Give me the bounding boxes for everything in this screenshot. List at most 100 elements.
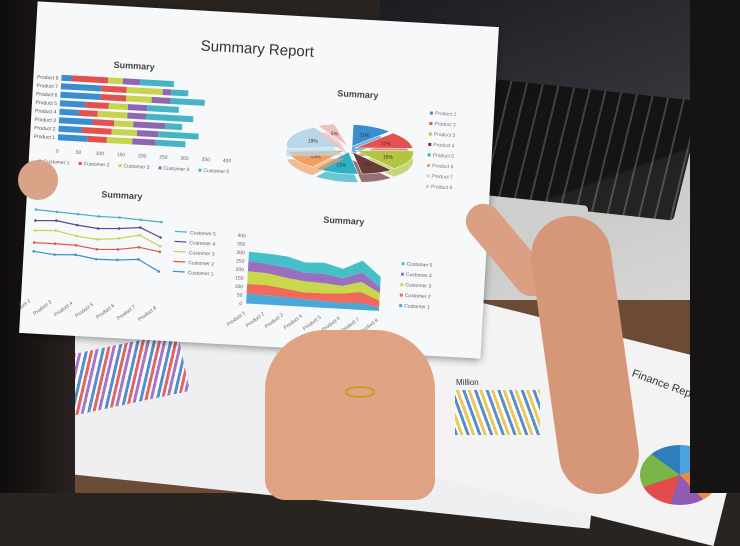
pie-slice (286, 126, 346, 149)
bar-segment (162, 88, 172, 96)
bar-segment (58, 117, 94, 126)
line-point (76, 212, 80, 216)
x-tick-label: Product 4 (53, 300, 74, 318)
bar-segment (87, 135, 108, 143)
y-tick-label: 200 (235, 267, 244, 273)
line-point (118, 216, 121, 219)
legend-label: Customer 5 (190, 230, 216, 237)
bar-segment (92, 119, 115, 127)
bar-segment (136, 130, 159, 138)
x-tick-label: 300 (180, 156, 189, 162)
bar-segment (111, 128, 138, 137)
x-tick-label: Product 4 (283, 313, 304, 331)
line-point (116, 248, 120, 251)
legend-swatch (400, 283, 404, 287)
y-tick-label: 50 (237, 292, 243, 298)
y-tick-label: 150 (235, 275, 244, 281)
legend-swatch (429, 121, 433, 126)
line-point (138, 226, 142, 229)
line-point (75, 223, 79, 227)
line-series (34, 241, 160, 253)
pie-slice-label: 15% (383, 154, 394, 161)
bar-segment (100, 94, 127, 102)
area-series (246, 283, 380, 308)
bar-segment (151, 96, 171, 104)
bar-category-label: Product 8 (37, 74, 59, 81)
line-point (34, 208, 38, 211)
legend-swatch (399, 304, 403, 308)
bar-segment (60, 91, 101, 101)
line-point (96, 238, 99, 241)
line-point (96, 227, 100, 230)
bar-segment (108, 103, 129, 111)
line-point (160, 220, 163, 224)
legend-swatch (425, 184, 429, 188)
pie-slice-label: 11% (359, 132, 370, 139)
legend-swatch (173, 260, 186, 263)
background-bar-chart-small (455, 390, 540, 435)
bar-segment (59, 108, 79, 116)
bar-segment (158, 131, 199, 140)
bar-segment (78, 109, 98, 117)
line-point (158, 250, 162, 254)
x-tick-label: 100 (95, 151, 104, 157)
pie-slice-label: 19% (308, 138, 319, 145)
legend-swatch (198, 168, 202, 172)
x-tick-label: Product 8 (137, 305, 158, 323)
legend-swatch (174, 240, 187, 243)
y-tick-label: 400 (237, 233, 246, 239)
bar-segment (139, 79, 175, 88)
bar-chart-title: Summary (113, 60, 155, 72)
bar-segment (101, 85, 127, 93)
legend-label: Customer 2 (405, 293, 431, 300)
bar-category-label: Product 3 (34, 117, 56, 124)
legend-label: Customer 5 (406, 261, 432, 268)
line-point (34, 219, 37, 222)
legend-label: Product 7 (431, 174, 453, 181)
legend-swatch (158, 166, 162, 170)
pie-chart-title: Summary (337, 88, 379, 100)
x-tick-label: Product 3 (32, 299, 53, 317)
line-point (53, 253, 56, 257)
x-tick-label: 0 (56, 149, 59, 155)
legend-label: Product 6 (432, 163, 454, 170)
line-point (137, 258, 140, 261)
bar-category-label: Product 6 (36, 91, 58, 98)
x-tick-label: Product 2 (245, 311, 266, 329)
y-tick-label: 100 (234, 284, 243, 290)
area-series (246, 293, 380, 311)
line-point (54, 229, 58, 232)
legend-label: Customer 5 (203, 168, 229, 175)
x-tick-label: Product 7 (116, 304, 137, 322)
line-point (75, 234, 78, 238)
pie-slice-label: 13% (310, 154, 321, 161)
legend-label: Customer 2 (83, 161, 109, 168)
y-tick-label: 0 (239, 301, 242, 307)
line-point (117, 237, 120, 240)
legend-swatch (172, 270, 185, 273)
pie-slice (355, 150, 414, 169)
bar-segment (126, 95, 152, 103)
legend-label: Customer 1 (404, 303, 430, 310)
legend-label: Product 5 (432, 153, 454, 160)
legend-label: Customer 4 (406, 272, 432, 279)
x-tick-label: Product 5 (74, 302, 95, 320)
line-point (55, 219, 58, 222)
bar-segment (114, 120, 134, 128)
pie-slice (351, 124, 391, 147)
area-series (248, 251, 381, 288)
legend-label: Customer 4 (189, 240, 215, 247)
gold-ring (345, 386, 375, 398)
bar-segment (106, 136, 133, 145)
line-point (159, 236, 162, 239)
legend-swatch (401, 262, 405, 266)
line-point (95, 248, 99, 251)
bar-segment (126, 86, 163, 95)
legend-label: Product 2 (434, 121, 456, 128)
line-point (32, 241, 36, 244)
legend-swatch (78, 161, 82, 166)
area-chart-title: Summary (323, 215, 365, 227)
pie-slice (317, 123, 348, 147)
report-title: Summary Report (200, 38, 315, 61)
x-tick-label: 250 (159, 154, 168, 160)
